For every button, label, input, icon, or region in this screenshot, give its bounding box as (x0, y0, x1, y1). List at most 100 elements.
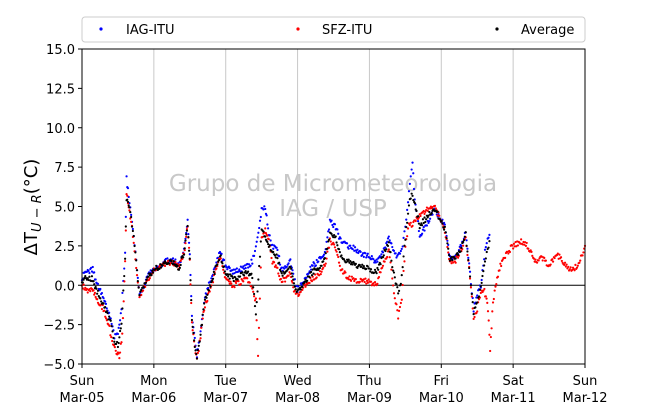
data-point (304, 285, 307, 288)
data-point (226, 273, 229, 276)
data-point (391, 277, 394, 280)
data-point (409, 197, 412, 200)
data-point (335, 250, 338, 253)
data-point (330, 232, 333, 236)
data-point (180, 256, 183, 259)
data-point (228, 282, 231, 285)
data-point (406, 221, 409, 224)
data-point (373, 271, 376, 274)
data-point (512, 247, 515, 250)
data-point (341, 268, 344, 271)
data-point (369, 280, 373, 283)
data-point (285, 265, 288, 268)
data-point (205, 296, 208, 299)
data-point (276, 248, 279, 252)
data-point (356, 266, 359, 270)
data-point (470, 295, 473, 298)
data-point (366, 252, 369, 255)
data-point (400, 274, 403, 277)
data-point (191, 329, 194, 332)
data-point (201, 313, 204, 316)
y-tick-label: 2.5 (54, 240, 75, 255)
data-point (406, 201, 410, 204)
data-point (488, 233, 491, 236)
data-point (350, 275, 353, 278)
data-point (419, 214, 422, 218)
data-point (495, 283, 498, 286)
data-point (389, 251, 392, 254)
data-point (271, 262, 274, 265)
data-point (189, 273, 192, 277)
data-point (112, 336, 115, 340)
data-point (96, 282, 100, 285)
data-point (170, 260, 173, 263)
data-point (324, 252, 327, 255)
data-point (468, 270, 472, 273)
data-point (438, 214, 441, 217)
data-point (313, 262, 316, 265)
data-point (193, 336, 196, 340)
data-point (401, 245, 404, 248)
data-point (416, 220, 420, 223)
data-point (124, 225, 127, 228)
data-point (353, 246, 357, 249)
data-point (468, 275, 472, 278)
data-point (290, 267, 293, 270)
data-point (406, 235, 409, 238)
data-point (259, 215, 262, 219)
data-point (253, 249, 257, 253)
data-point (249, 264, 252, 267)
data-point (130, 225, 134, 228)
data-point (414, 219, 417, 223)
data-point (190, 321, 194, 324)
data-point (151, 271, 155, 274)
data-point (451, 258, 454, 262)
data-point (100, 291, 104, 295)
data-point (342, 257, 345, 261)
data-point (104, 317, 108, 320)
data-point (559, 256, 563, 259)
data-point (409, 221, 412, 224)
data-point (124, 260, 127, 263)
data-point (90, 270, 94, 273)
data-point (470, 292, 473, 296)
data-point (276, 257, 279, 260)
data-point (476, 301, 479, 304)
data-point (213, 272, 216, 276)
data-point (462, 238, 466, 242)
data-point (467, 256, 470, 259)
data-point (484, 246, 487, 249)
data-point (196, 351, 199, 355)
y-tick-label: 12.5 (46, 82, 75, 97)
data-point (121, 316, 125, 320)
data-point (337, 248, 341, 251)
data-point (462, 240, 465, 243)
data-point (387, 248, 390, 251)
data-point (564, 265, 567, 268)
x-tick-label-date: Mar-12 (563, 391, 608, 406)
plot-area (82, 49, 585, 364)
data-point (282, 270, 285, 273)
data-point (500, 264, 503, 268)
data-point (147, 275, 150, 278)
data-point (242, 274, 246, 277)
data-point (297, 285, 300, 288)
svg-text:ΔTU − R(°C): ΔTU − R(°C) (21, 159, 45, 256)
data-point (140, 293, 143, 297)
data-point (390, 259, 393, 262)
data-point (434, 207, 437, 210)
data-point (184, 242, 187, 245)
data-point (386, 240, 389, 243)
data-point (345, 242, 349, 245)
data-point (199, 337, 202, 340)
data-point (122, 300, 125, 303)
data-point (392, 269, 395, 272)
data-point (465, 239, 468, 242)
data-point (351, 247, 354, 251)
data-point (393, 276, 396, 279)
data-point (475, 312, 478, 315)
data-point (422, 209, 425, 213)
data-point (484, 295, 487, 298)
data-point (103, 309, 106, 312)
data-point (519, 242, 522, 245)
